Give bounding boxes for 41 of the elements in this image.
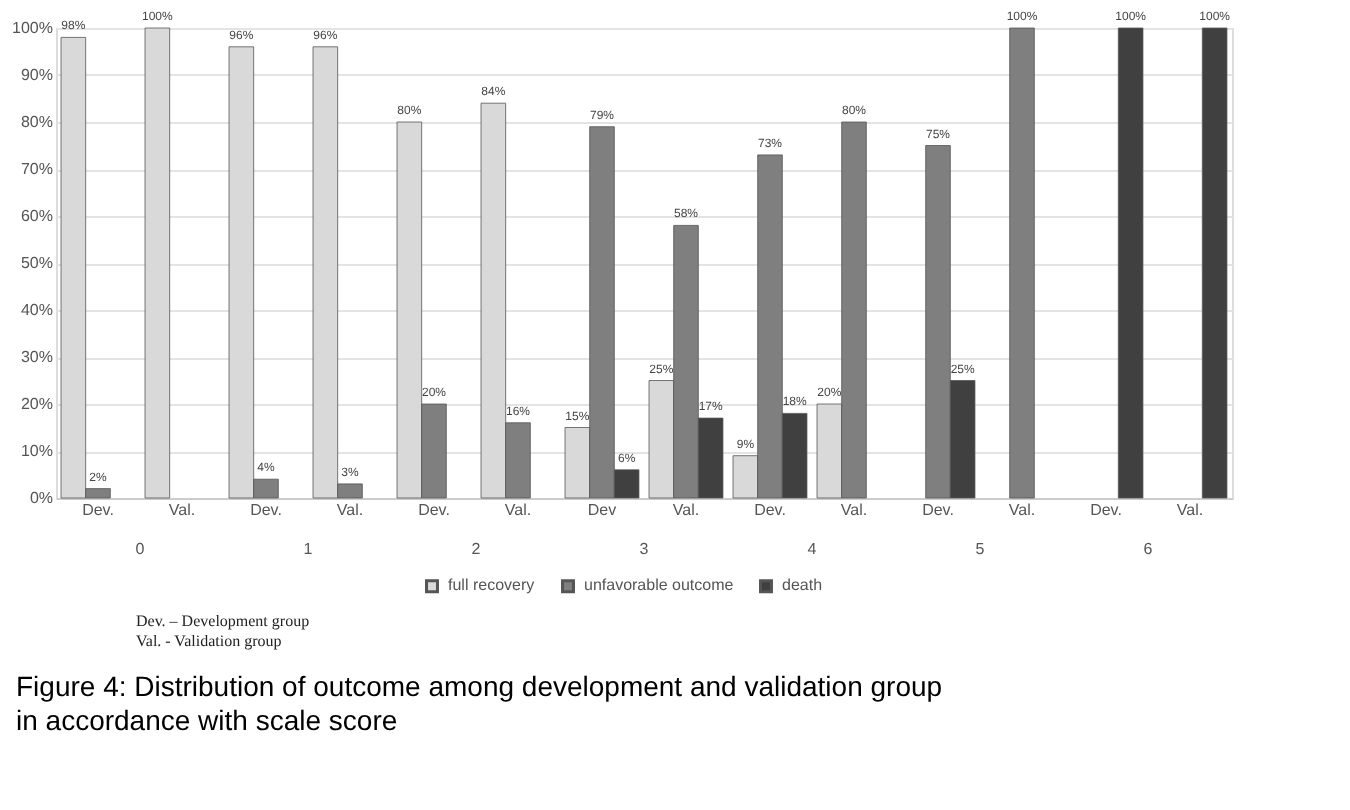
y-tick-label: 70% bbox=[20, 160, 53, 178]
text: 0 bbox=[135, 540, 146, 558]
x-tick-label: Dev. bbox=[754, 501, 786, 519]
y-tick-label: 100% bbox=[12, 19, 53, 37]
x-tick-label: Val. bbox=[336, 501, 364, 519]
x-tick-label: Dev. bbox=[922, 501, 954, 519]
caption: Figure 4: Distribution of outcome among development and validation group in accordance with scale score bbox=[16, 670, 943, 736]
y-tick-label: 40% bbox=[20, 301, 53, 319]
x-tick-label: Dev. bbox=[250, 501, 282, 519]
text: 1 bbox=[303, 540, 314, 558]
text: 2 bbox=[471, 540, 482, 558]
text: 3 bbox=[639, 540, 650, 558]
y-tick-label: 90% bbox=[20, 66, 53, 84]
text: 5 bbox=[975, 540, 986, 558]
x-tick-label: Dev. bbox=[418, 501, 450, 519]
text: Dev. – Development group bbox=[136, 612, 310, 630]
bar bbox=[1117, 27, 1144, 499]
y-tick-label: 10% bbox=[20, 442, 53, 460]
text: Val. - Validation group bbox=[136, 632, 282, 650]
x-tick-label: Val. bbox=[840, 501, 868, 519]
bar bbox=[1201, 27, 1228, 499]
y-tick-label: 60% bbox=[20, 207, 53, 225]
legend-label: full recovery bbox=[448, 576, 535, 595]
text: 6 bbox=[1143, 540, 1154, 558]
x-tick-label: Val. bbox=[1176, 501, 1204, 519]
x-tick-label: Val. bbox=[1008, 501, 1036, 519]
x-tick-label: Dev bbox=[587, 501, 617, 519]
x-tick-label: Dev. bbox=[82, 501, 114, 519]
y-tick-label: 30% bbox=[20, 348, 53, 366]
x-tick-label: Val. bbox=[168, 501, 196, 519]
legend-label: death bbox=[782, 576, 823, 595]
bar bbox=[1009, 27, 1035, 499]
x-tick-label: Dev. bbox=[1090, 501, 1122, 519]
x-tick-label: Val. bbox=[504, 501, 532, 519]
y-tick-label: 50% bbox=[20, 254, 53, 272]
y-tick-label: 0% bbox=[29, 489, 53, 507]
y-tick-label: 20% bbox=[20, 395, 53, 413]
legend-label: unfavorable outcome bbox=[584, 576, 735, 595]
x-tick-label: Val. bbox=[672, 501, 700, 519]
text: 4 bbox=[807, 540, 818, 558]
y-tick-label: 80% bbox=[20, 113, 53, 131]
